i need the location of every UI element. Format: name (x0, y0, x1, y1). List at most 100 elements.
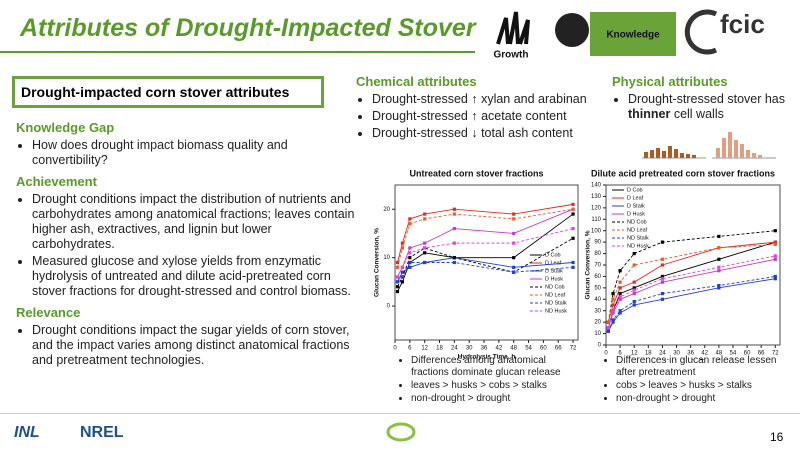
box-title: Drought-impacted corn stover attributes (12, 76, 324, 108)
point (395, 260, 400, 265)
x-tick-label: 0 (393, 346, 397, 352)
point (571, 236, 575, 240)
point (571, 265, 575, 269)
point (611, 291, 615, 296)
bullet: Drought conditions impact the sugar yiel… (32, 323, 356, 368)
fcic-logo: fcic (720, 9, 765, 39)
text: cell walls (670, 107, 724, 121)
x-tick-label: 42 (496, 346, 503, 352)
point (512, 241, 516, 245)
text: Drought-stressed stover has (628, 92, 786, 106)
point (717, 286, 721, 290)
cell-wall-thumbnails (642, 132, 776, 159)
bullet-list: Drought conditions impact the sugar yiel… (16, 323, 356, 368)
head-icon (555, 13, 589, 47)
point (717, 265, 721, 269)
nrel-logo: NREL (80, 424, 124, 441)
point (660, 291, 665, 296)
point (512, 265, 516, 269)
bullet: Drought-stressed ↑ xylan and arabinan (372, 92, 587, 107)
point (512, 256, 516, 260)
x-tick-label: 0 (604, 351, 608, 357)
point (717, 283, 721, 288)
bullet-list: How does drought impact biomass quality … (16, 138, 356, 168)
note: Differences among anatomical fractions d… (411, 355, 585, 379)
inl-logo: INL (14, 424, 40, 441)
thumb-bars (716, 132, 762, 158)
point (452, 226, 456, 231)
y-tick-label: 70 (594, 263, 601, 269)
x-tick-label: 66 (758, 351, 765, 357)
point (632, 291, 636, 296)
point (632, 288, 636, 292)
point (512, 231, 516, 236)
legend-label: D Husk (545, 276, 563, 282)
x-tick-label: 60 (540, 346, 547, 352)
point (512, 217, 516, 221)
chemical: Chemical attributes Drought-stressed ↑ x… (356, 74, 587, 143)
physical-bullet: Drought-stressed stover has thinner cell… (628, 92, 792, 122)
x-tick-label: 66 (555, 346, 562, 352)
point (611, 309, 615, 313)
y-tick-label: 20 (594, 320, 601, 326)
notes: Differences among anatomical fractions d… (395, 355, 585, 406)
x-tick-label: 12 (421, 346, 428, 352)
point (606, 326, 610, 330)
thumb-bars (644, 146, 696, 158)
point (571, 207, 575, 211)
point (773, 274, 777, 279)
note-list: Differences in glucan release lessen aft… (600, 355, 790, 405)
point (395, 289, 400, 294)
legend-label: D Leaf (545, 260, 562, 266)
chart-title: Untreated corn stover fractions (409, 168, 543, 178)
point (618, 291, 622, 296)
x-tick-label: 60 (744, 351, 751, 357)
y-tick-label: 100 (591, 228, 602, 234)
y-axis-label: Glucan Conversion, % (585, 230, 592, 299)
point (618, 286, 622, 290)
point (400, 241, 405, 245)
point (408, 260, 412, 265)
point (660, 297, 665, 301)
point (408, 251, 412, 255)
note: non-drought > drought (616, 393, 790, 405)
point (660, 280, 665, 284)
x-tick-label: 54 (525, 346, 532, 352)
note: cobs > leaves > husks > stalks (616, 380, 790, 392)
x-tick-label: 48 (716, 351, 723, 357)
point (452, 241, 456, 245)
point (423, 251, 427, 255)
point (773, 254, 777, 258)
legend-label: ND Leaf (627, 227, 648, 233)
point (512, 270, 516, 274)
point (660, 240, 665, 244)
note: leaves > husks > cobs > stalks (411, 380, 585, 392)
point (512, 212, 516, 216)
point (773, 257, 777, 261)
point (400, 280, 405, 284)
y-tick-label: 40 (594, 297, 601, 303)
legend-label: ND Cob (627, 219, 647, 225)
point (618, 297, 622, 301)
point (395, 265, 400, 269)
point (395, 280, 400, 284)
notes: Differences in glucan release lessen aft… (600, 355, 790, 406)
x-tick-label: 54 (730, 351, 737, 357)
legend-label: D Stalk (627, 203, 645, 209)
fcic-mark (684, 9, 718, 55)
note-list: Differences among anatomical fractions d… (395, 355, 585, 405)
bullet-list: Drought conditions impact the distributi… (16, 192, 356, 299)
point (660, 257, 665, 261)
chart-title: Dilute acid pretreated corn stover fract… (591, 168, 775, 178)
x-tick-label: 6 (618, 351, 622, 357)
point (571, 260, 575, 265)
knowledge-box (590, 12, 676, 56)
x-tick-label: 12 (631, 351, 638, 357)
legend-label: ND Stalk (627, 235, 649, 241)
point (408, 265, 412, 269)
y-tick-label: 20 (383, 207, 390, 213)
point (773, 240, 777, 244)
point (717, 246, 721, 250)
x-tick-label: 6 (408, 346, 412, 352)
